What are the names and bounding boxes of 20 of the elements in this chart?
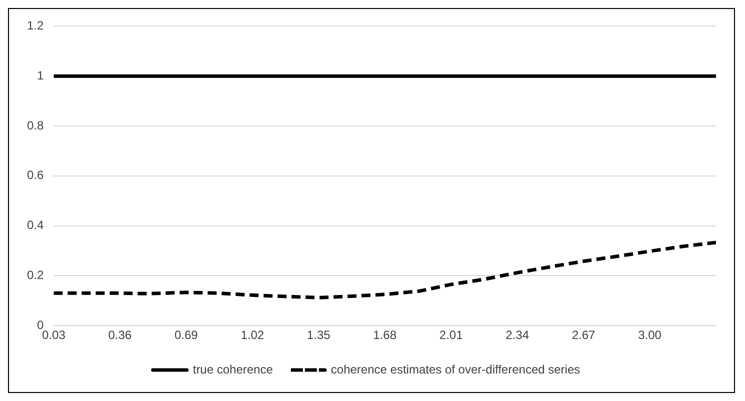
- x-tick-label: 2.67: [572, 328, 596, 342]
- y-tick-label: 1.2: [26, 18, 44, 33]
- x-tick-label: 1.68: [373, 328, 397, 342]
- x-tick-label: 0.03: [42, 328, 66, 342]
- y-tick-label: 0.6: [26, 168, 44, 182]
- y-tick-label: 1: [36, 68, 44, 82]
- x-tick-label: 1.02: [240, 328, 264, 342]
- x-tick-label: 2.01: [439, 328, 464, 342]
- line-series: [54, 240, 716, 300]
- y-tick-label: 0: [36, 318, 44, 332]
- x-tick-label: 3.00: [638, 328, 662, 342]
- x-tick-label: 0.36: [108, 328, 132, 342]
- legend-label: coherence estimates of over-differenced series: [330, 362, 580, 376]
- legend-label: true coherence: [192, 362, 274, 376]
- y-tick-label: 0.4: [26, 218, 44, 232]
- y-tick-label: 0.2: [26, 268, 44, 282]
- x-tick-label: 0.69: [174, 328, 198, 342]
- y-tick-label: 0.8: [26, 118, 44, 132]
- x-tick-label: 2.34: [506, 328, 530, 342]
- x-tick-label: 1.35: [306, 328, 331, 342]
